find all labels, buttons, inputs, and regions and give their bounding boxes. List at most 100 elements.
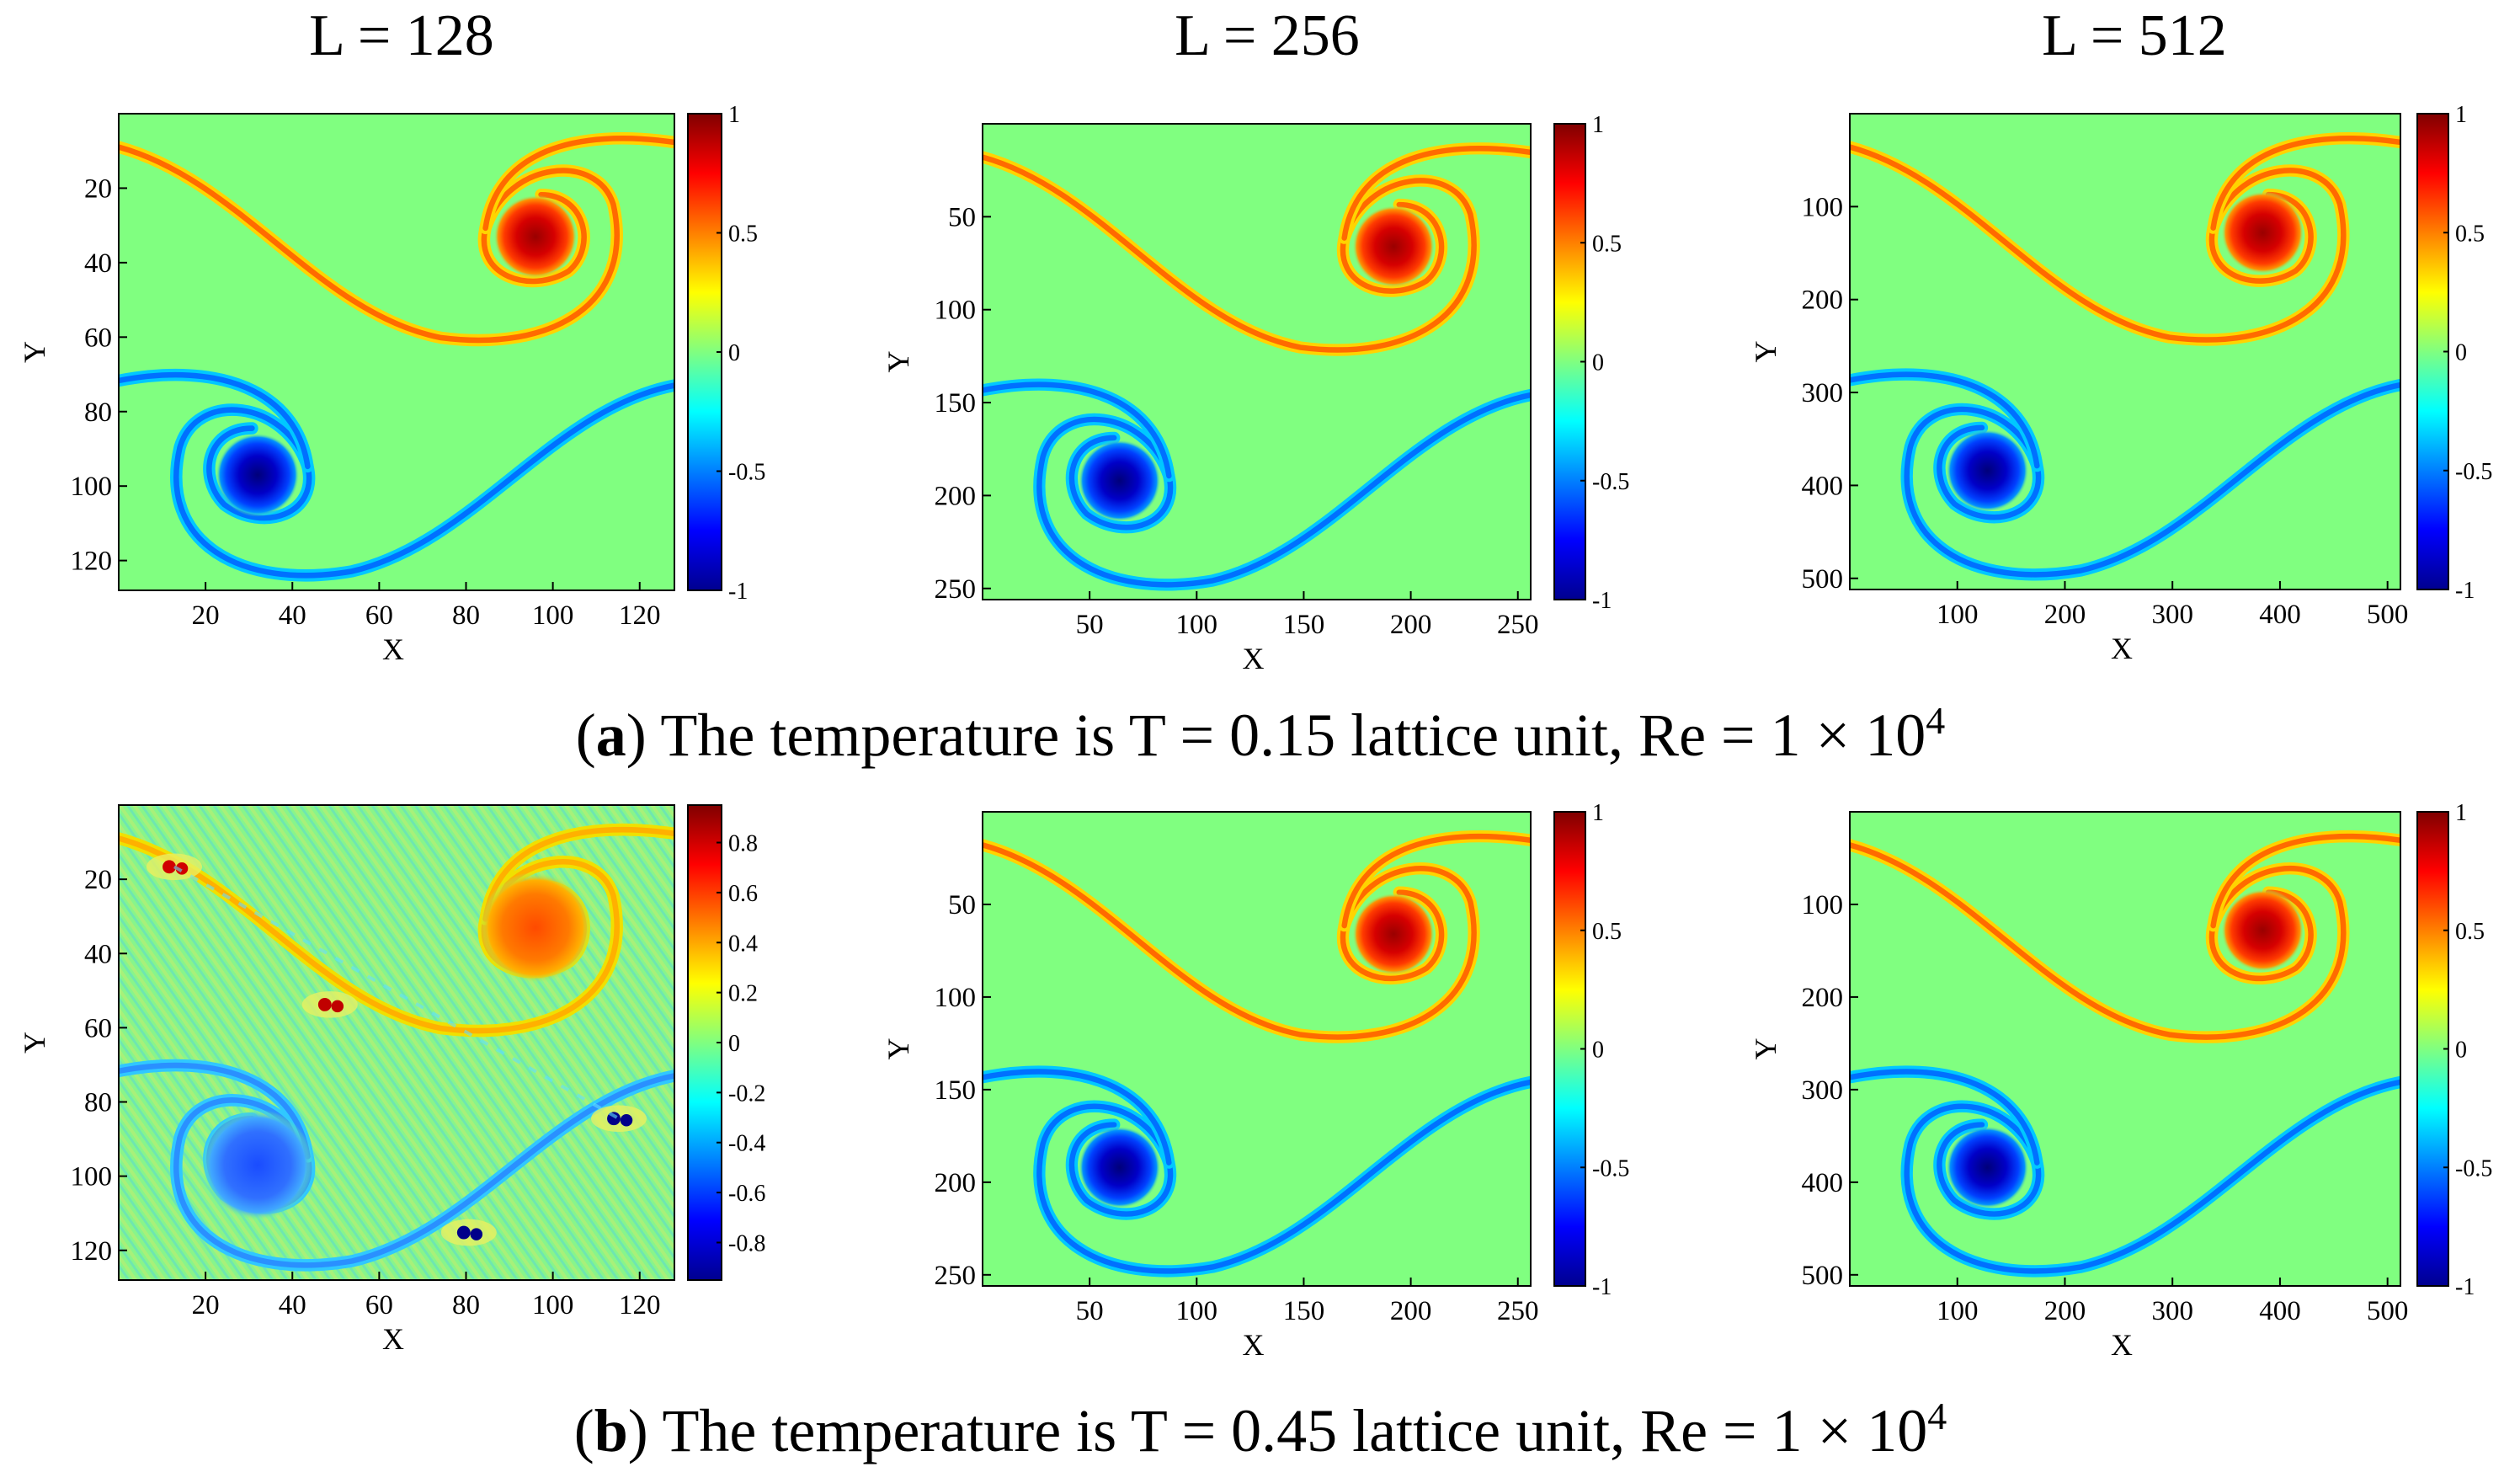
x-tick-label: 80 — [452, 1290, 480, 1320]
plot-frame — [982, 123, 1532, 600]
plot-frame — [1849, 113, 2401, 590]
plot-area — [983, 124, 1531, 600]
artifact-blob — [175, 862, 189, 875]
x-axis-label: X — [1243, 642, 1265, 675]
y-tick-label: 20 — [84, 173, 112, 204]
x-tick-label: 20 — [192, 600, 220, 631]
caption-b: (b) The temperature is T = 0.45 lattice … — [574, 1395, 1947, 1464]
colorbar-tick-label: 0 — [728, 340, 740, 366]
x-tick-label: 200 — [1390, 610, 1432, 640]
artifact-blob — [470, 1228, 483, 1240]
colorbar-tick-label: 0.5 — [1592, 919, 1622, 945]
x-tick-label: 120 — [619, 600, 661, 631]
colorbar-tick-label: -1 — [1592, 588, 1612, 614]
y-tick-label: 200 — [1802, 285, 1844, 316]
caption-a: (a) The temperature is T = 0.15 lattice … — [576, 699, 1946, 769]
colorbar-tick-label: 0 — [2455, 340, 2467, 366]
x-tick-label: 200 — [2044, 600, 2086, 630]
y-tick-label: 200 — [935, 481, 977, 511]
chart-a2: 50 100 150 200 250 50 100 150 200 250 X Y -1 -0.5 0 0.5… — [882, 112, 1629, 675]
column-title: L = 256 — [1175, 3, 1360, 68]
y-tick-label: 250 — [935, 1261, 977, 1291]
column-title: L = 128 — [309, 3, 494, 68]
positive-vortex — [1352, 893, 1436, 975]
colorbar — [2416, 811, 2449, 1287]
negative-shear-tail-core — [983, 381, 1172, 479]
y-tick-label: 100 — [71, 472, 113, 502]
x-tick-label: 40 — [279, 1290, 306, 1320]
y-tick-label: 100 — [935, 983, 977, 1013]
colorbar-tick-label: 0.5 — [1592, 231, 1622, 257]
y-tick-label: 40 — [84, 248, 112, 279]
x-tick-label: 500 — [2367, 1296, 2409, 1326]
y-tick-label: 80 — [84, 397, 112, 428]
colorbar-tick-label: -0.5 — [2455, 1155, 2492, 1182]
colorbar-tick-label: 1 — [728, 102, 740, 128]
artifact-blob — [620, 1113, 633, 1127]
panels: 20 40 60 80 100 12020406080100120XY-1-0.500.5… — [18, 102, 2492, 1362]
positive-shear-layer-core — [1850, 144, 2347, 343]
positive-shear-tail-core — [2210, 833, 2400, 929]
x-tick-label: 250 — [1497, 1296, 1539, 1326]
y-axis-label: Y — [882, 1038, 915, 1060]
y-tick-label: 80 — [84, 1088, 112, 1118]
plot-frame — [1849, 811, 2401, 1287]
colorbar-tick-label: 0.8 — [728, 831, 758, 857]
column-title: L = 512 — [2042, 3, 2227, 68]
negative-vortex — [1078, 1126, 1161, 1209]
colorbar-tick-label: 0.5 — [2455, 221, 2485, 247]
x-tick-label: 150 — [1283, 1296, 1325, 1326]
positive-vortex — [2221, 888, 2304, 972]
colorbar-tick-label: -0.4 — [728, 1131, 765, 1157]
positive-shear-tail-core — [2210, 136, 2400, 231]
colorbar — [1553, 123, 1586, 600]
x-axis-label: X — [382, 1322, 404, 1356]
negative-shear-layer-core — [173, 382, 674, 579]
y-tick-label: 120 — [71, 1236, 113, 1267]
x-tick-label: 40 — [279, 600, 306, 631]
y-tick-label: 150 — [935, 1075, 977, 1106]
colorbar-tick-label: 0.5 — [2455, 919, 2485, 945]
x-tick-label: 100 — [1937, 1296, 1979, 1326]
y-tick-label: 60 — [84, 1013, 112, 1043]
x-axis-label: X — [1243, 1328, 1265, 1362]
artifact-blob — [162, 860, 176, 874]
x-tick-label: 300 — [2151, 1296, 2193, 1326]
artifact-blob — [331, 1000, 344, 1013]
artifact-blob — [456, 1225, 471, 1240]
chart-b3: 100 200 300 400 500 100 200 300 400 500 X Y -1 -0.5 0 0… — [1749, 800, 2492, 1362]
y-tick-label: 400 — [1802, 1168, 1844, 1198]
chart-b2: 50 100 150 200 250 50 100 150 200 250 X Y -1 -0.5 0 0.5… — [882, 800, 1629, 1362]
colorbar-tick-label: 0.4 — [728, 931, 758, 957]
plot-area — [1850, 114, 2400, 589]
colorbar-tick-label: -0.5 — [728, 460, 765, 486]
y-tick-label: 300 — [1802, 378, 1844, 408]
colorbar — [2416, 113, 2449, 590]
x-tick-label: 150 — [1283, 610, 1325, 640]
x-tick-label: 100 — [1176, 610, 1218, 640]
colorbar-tick-label: -0.5 — [1592, 469, 1629, 495]
colorbar-tick-label: -0.6 — [728, 1181, 765, 1207]
x-tick-label: 50 — [1076, 1296, 1104, 1326]
x-tick-label: 20 — [192, 1290, 220, 1320]
plot-frame — [118, 804, 675, 1281]
y-tick-label: 120 — [71, 547, 113, 577]
colorbar-tick-label: 0 — [1592, 350, 1604, 376]
y-tick-label: 100 — [1802, 192, 1844, 222]
y-tick-label: 100 — [935, 296, 977, 326]
y-tick-label: 150 — [935, 388, 977, 419]
x-tick-label: 250 — [1497, 610, 1539, 640]
x-tick-label: 200 — [1390, 1296, 1432, 1326]
chart-b1: 20 40 60 80 100 120 20 40 60 80 100 120 X Y -0.8 -0.6 -0… — [18, 804, 765, 1356]
y-tick-label: 20 — [84, 865, 112, 895]
x-tick-label: 200 — [2044, 1296, 2086, 1326]
colorbar-tick-label: -0.5 — [1592, 1155, 1629, 1182]
colorbar-tick-label: -1 — [1592, 1274, 1612, 1300]
colorbar-tick-label: 1 — [1592, 112, 1604, 138]
x-tick-label: 400 — [2259, 600, 2301, 630]
y-axis-label: Y — [1749, 341, 1782, 363]
y-tick-label: 500 — [1802, 1261, 1844, 1291]
y-tick-label: 500 — [1802, 564, 1844, 595]
x-tick-label: 50 — [1076, 610, 1104, 640]
negative-shear-layer-core — [1036, 1079, 1531, 1274]
